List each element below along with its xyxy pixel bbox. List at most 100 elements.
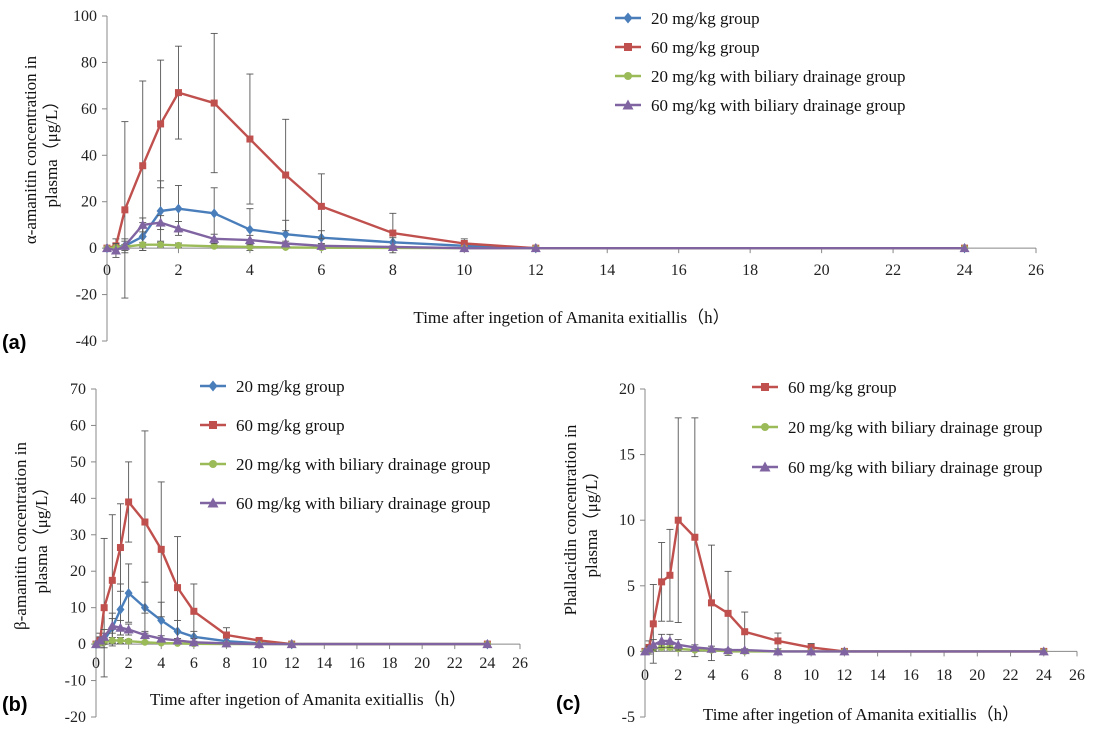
legend-marker bbox=[622, 99, 634, 110]
data-point bbox=[245, 224, 254, 235]
legend-label: 20 mg/kg with biliary drainage group bbox=[788, 418, 1042, 437]
data-point bbox=[141, 518, 149, 526]
data-point bbox=[155, 217, 166, 227]
legend-entry: 20 mg/kg group bbox=[615, 9, 760, 28]
y-tick-label: 5 bbox=[627, 578, 635, 595]
data-point bbox=[116, 544, 124, 552]
legend-label: 20 mg/kg with biliary drainage group bbox=[236, 455, 490, 474]
data-point bbox=[121, 206, 129, 214]
x-tick-label: 26 bbox=[1069, 667, 1085, 684]
y-tick-label: 20 bbox=[81, 194, 97, 211]
legend-marker bbox=[207, 497, 219, 508]
data-point bbox=[674, 516, 682, 524]
data-point bbox=[174, 241, 182, 249]
data-point bbox=[387, 241, 398, 251]
x-axis-label: Time after ingetion of Amanita exitialli… bbox=[703, 705, 1019, 724]
data-point bbox=[673, 639, 684, 649]
y-tick-label: 0 bbox=[89, 240, 97, 257]
y-tick-label: -20 bbox=[76, 287, 97, 304]
y-tick-label: 30 bbox=[70, 527, 86, 544]
legend-label: 20 mg/kg group bbox=[651, 9, 760, 28]
y-tick-label: -10 bbox=[65, 673, 86, 690]
data-point bbox=[210, 242, 218, 250]
x-tick-label: 18 bbox=[936, 667, 952, 684]
data-point bbox=[774, 637, 782, 645]
x-tick-label: 4 bbox=[246, 262, 254, 279]
series-3 bbox=[102, 215, 970, 258]
y-tick-label: 0 bbox=[627, 643, 635, 660]
y-tick-label: 0 bbox=[78, 636, 86, 653]
data-point bbox=[190, 607, 198, 615]
series-line bbox=[95, 500, 488, 646]
data-point bbox=[172, 635, 183, 645]
data-point bbox=[173, 223, 184, 233]
legend-label: 60 mg/kg with biliary drainage group bbox=[788, 458, 1042, 477]
y-tick-label: 70 bbox=[70, 381, 86, 398]
x-tick-label: 2 bbox=[174, 262, 182, 279]
series-3 bbox=[91, 618, 493, 649]
data-point bbox=[157, 241, 165, 249]
x-tick-label: 22 bbox=[1003, 667, 1019, 684]
x-axis-label: Time after ingetion of Amanita exitialli… bbox=[413, 308, 729, 327]
y-axis-label: α-amanitin concentration in plasma（μg/L） bbox=[21, 55, 61, 244]
data-point bbox=[246, 243, 254, 251]
x-tick-label: 10 bbox=[251, 655, 267, 672]
y-tick-label: 60 bbox=[81, 101, 97, 118]
x-tick-label: 12 bbox=[528, 262, 544, 279]
y-axis-label: Phallacidin concentration in plasma（μg/L） bbox=[561, 424, 601, 615]
x-tick-label: 0 bbox=[641, 667, 649, 684]
y-tick-label: 60 bbox=[70, 417, 86, 434]
x-tick-label: 0 bbox=[103, 262, 111, 279]
x-tick-label: 24 bbox=[957, 262, 973, 279]
x-tick-label: 16 bbox=[903, 667, 919, 684]
data-point bbox=[640, 646, 650, 656]
x-tick-label: 22 bbox=[447, 655, 463, 672]
data-point bbox=[741, 628, 749, 636]
data-point bbox=[139, 630, 150, 639]
data-point bbox=[108, 576, 116, 584]
data-point bbox=[116, 604, 125, 615]
data-point bbox=[123, 624, 134, 634]
data-point bbox=[139, 241, 147, 249]
y-tick-label: 50 bbox=[70, 454, 86, 471]
data-point bbox=[281, 229, 290, 240]
legend-label: 20 mg/kg group bbox=[236, 377, 345, 396]
data-point bbox=[137, 219, 148, 229]
data-point bbox=[174, 89, 182, 97]
x-tick-label: 18 bbox=[382, 655, 398, 672]
y-axis-label-line: plasma（μg/L） bbox=[42, 93, 61, 208]
legend-label: 60 mg/kg group bbox=[651, 38, 760, 57]
data-point bbox=[1038, 646, 1049, 656]
data-point bbox=[246, 135, 254, 143]
data-point bbox=[706, 643, 717, 653]
data-point bbox=[656, 635, 667, 645]
legend-entry: 20 mg/kg with biliary drainage group bbox=[615, 67, 905, 86]
y-tick-label: -40 bbox=[76, 333, 97, 350]
legend-marker bbox=[624, 43, 632, 51]
data-point bbox=[210, 208, 219, 219]
x-tick-label: 20 bbox=[814, 262, 830, 279]
panel-label: (a) bbox=[2, 332, 26, 354]
panel-label: (b) bbox=[2, 694, 28, 716]
x-tick-label: 8 bbox=[389, 262, 397, 279]
x-tick-label: 14 bbox=[599, 262, 615, 279]
y-tick-label: 40 bbox=[81, 147, 97, 164]
data-point bbox=[115, 622, 126, 632]
data-point bbox=[658, 578, 666, 586]
data-point bbox=[316, 240, 327, 250]
x-tick-label: 4 bbox=[157, 655, 165, 672]
data-point bbox=[156, 206, 165, 216]
legend-label: 60 mg/kg group bbox=[788, 378, 897, 397]
x-tick-label: 0 bbox=[92, 655, 100, 672]
y-tick-label: 10 bbox=[70, 600, 86, 617]
data-point bbox=[139, 162, 147, 170]
data-point bbox=[157, 120, 165, 128]
data-point bbox=[174, 203, 183, 214]
data-point bbox=[482, 639, 493, 649]
series-line bbox=[106, 221, 965, 252]
data-point bbox=[221, 638, 232, 648]
y-tick-label: -20 bbox=[65, 709, 86, 726]
